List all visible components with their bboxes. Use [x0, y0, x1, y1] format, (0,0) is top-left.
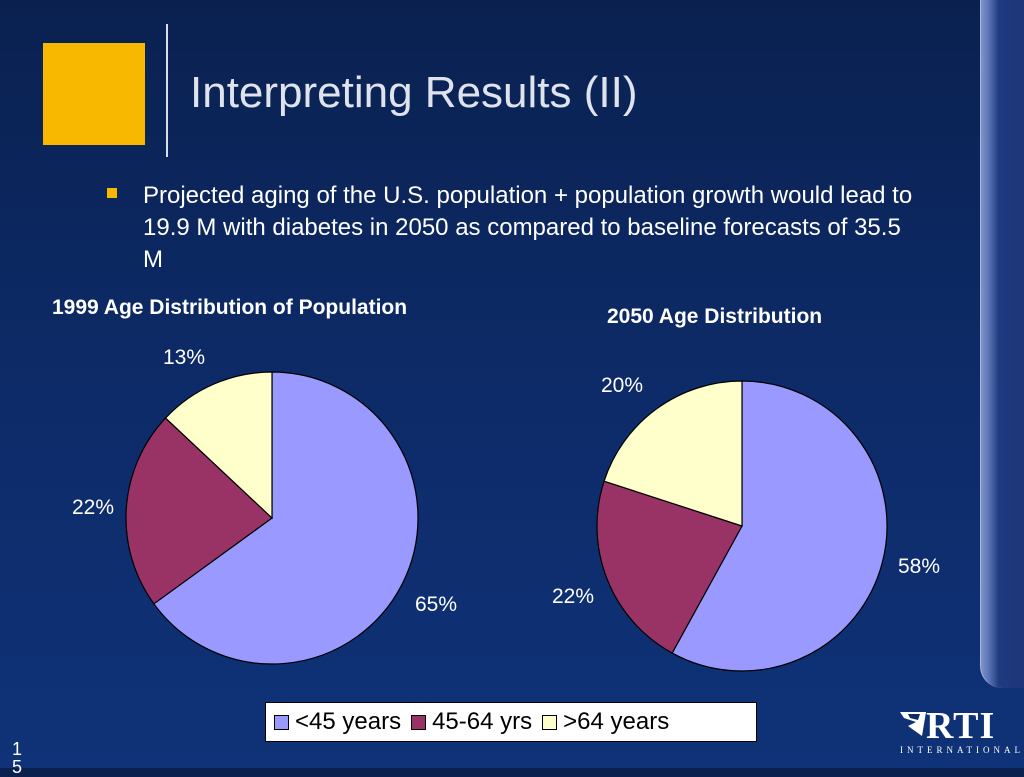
bullet-square-icon: [107, 188, 117, 198]
rti-logo-subtitle: INTERNATIONAL: [900, 745, 1024, 755]
legend-swatch-45-64: [411, 714, 427, 730]
legend-item-45-64: 45-64 yrs: [411, 708, 532, 736]
pie-2050-label-1: 22%: [552, 585, 594, 608]
pie-1999-label-2: 13%: [163, 346, 205, 369]
rti-logo-mark-icon: [900, 712, 926, 736]
pie-1999-label-0: 65%: [415, 593, 457, 616]
pie-2050-slice-0: [671, 380, 888, 672]
chart-title-2050: 2050 Age Distribution: [607, 305, 823, 328]
legend-item-over-64: >64 years: [542, 708, 669, 736]
legend-swatch-over-64: [542, 714, 558, 730]
chart-title-1999: 1999 Age Distribution of Population: [52, 296, 408, 319]
chart-legend: <45 years 45-64 yrs >64 years: [265, 702, 757, 742]
rti-logo: RTI INTERNATIONAL: [898, 705, 1020, 758]
legend-label-under-45: <45 years: [295, 708, 402, 735]
pie-1999-label-1: 22%: [72, 496, 114, 519]
bullet-text: Projected aging of the U.S. population +…: [143, 182, 913, 273]
legend-item-under-45: <45 years: [274, 708, 401, 736]
pie-1999-slice-0: [153, 371, 419, 665]
legend-swatch-under-45: [274, 714, 289, 730]
title-divider: [166, 24, 168, 157]
legend-label-45-64: 45-64 yrs: [432, 708, 533, 735]
slide-title: Interpreting Results (II): [190, 68, 638, 117]
pie-1999-slice-1: [125, 417, 273, 605]
slide-number: 15: [12, 739, 23, 777]
right-decorative-bar: [980, 0, 1024, 688]
rti-logo-text: RTI: [926, 705, 996, 747]
pie-2050-label-0: 58%: [898, 555, 940, 578]
pie-2050-slice-2: [603, 380, 743, 527]
legend-label-over-64: >64 years: [563, 708, 670, 735]
pie-1999-slice-2: [164, 371, 273, 520]
pie-2050-label-2: 20%: [601, 374, 643, 397]
pie-2050-slice-1: [596, 480, 743, 654]
accent-square: [43, 43, 145, 145]
